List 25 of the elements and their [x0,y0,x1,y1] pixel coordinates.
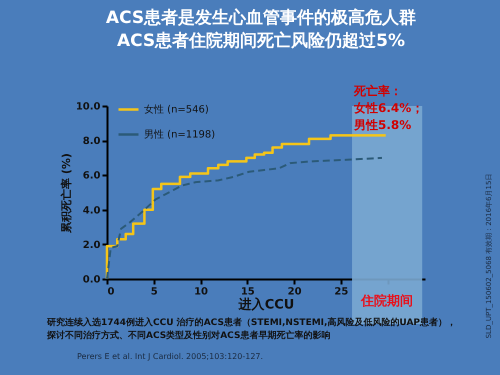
chart-title: ACS患者是发生心血管事件的极高危人群 ACS患者住院期间死亡风险仍超过5% [106,8,416,51]
y-axis-title: 累积死亡率 (%) [60,153,73,234]
x-tick-label: 5 [150,286,158,298]
y-tick-label: 6.0 [82,170,101,182]
band-label: 住院期间 [360,293,414,309]
y-tick-label: 8.0 [82,136,101,148]
x-tick-label: 25 [334,286,348,298]
y-tick-label: 4.0 [82,205,101,216]
line-series [106,156,383,280]
annotation: 女性6.4%； [353,101,424,115]
x-tick-label: 0 [108,286,114,298]
x-tick-label: 15 [240,286,255,298]
annotation: 男性5.8% [353,118,412,132]
text: 死亡率： [353,84,402,98]
text: Perers E et al. Int J Cardiol. 2005;103:120-127. [77,352,264,361]
y-tick-label: 10.0 [76,102,101,112]
text: 探讨不同治疗方式、不同ACS类型及性别对ACS患者早期死亡率的影响 [46,330,330,341]
x-axis-title: 进入CCU [238,296,294,312]
y-tick-label: 0.0 [82,274,101,286]
x-tick-label: 10 [194,286,208,298]
legend-label: 男性 (n=1198) [144,128,216,140]
text: 研究连续入选1744例进入CCU 治疗的ACS患者（STEMI,NSTEMI,高风险及低风险的UAP患者）， [46,317,456,328]
legend-label: 女性 (n=546) [144,104,209,116]
x-tick-label: 20 [288,286,302,298]
y-tick-label: 2.0 [82,240,101,251]
